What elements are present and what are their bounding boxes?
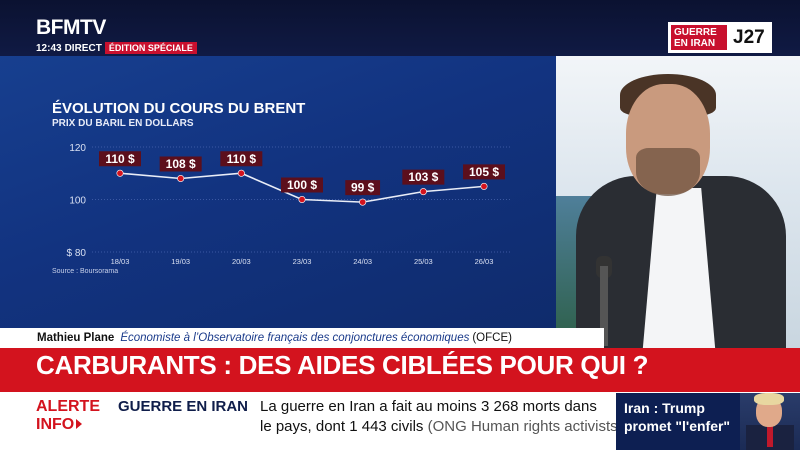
guest-name-strip: Mathieu Plane Économiste à l’Observatoir…: [0, 328, 604, 348]
alert-line2: INFO: [36, 416, 75, 433]
war-label-line2: EN IRAN: [674, 37, 716, 49]
photo-tie: [767, 425, 773, 447]
chart-title: ÉVOLUTION DU COURS DU BRENT: [52, 100, 306, 117]
guest-role: Économiste à l’Observatoire français des…: [120, 332, 470, 344]
chart-source: Source : Boursorama: [52, 268, 119, 275]
guest-org: (OFCE): [472, 332, 512, 344]
chart-subtitle: PRIX DU BARIL EN DOLLARS: [52, 118, 194, 129]
ticker-topic: GUERRE EN IRAN: [118, 398, 249, 415]
war-day-badge: GUERRE EN IRAN J27: [668, 22, 772, 53]
microphone-stand: [600, 266, 608, 346]
war-label: GUERRE EN IRAN: [671, 25, 727, 50]
next-story-text: Iran : Trump promet "l'enfer": [624, 399, 744, 435]
play-arrow-icon: [76, 419, 83, 429]
guest-video-feed: [556, 56, 800, 348]
chart-panel: [0, 56, 556, 328]
headline: CARBURANTS : DES AIDES CIBLÉES POUR QUI …: [36, 350, 649, 380]
alert-line1: ALERTE: [36, 398, 100, 415]
guest-beard: [636, 148, 700, 196]
edition-badge: ÉDITION SPÉCIALE: [104, 42, 197, 54]
guest-name: Mathieu Plane: [37, 332, 115, 344]
next-story-line2: promet "l'enfer": [624, 418, 731, 434]
photo-hair: [754, 393, 784, 405]
war-label-line1: GUERRE: [674, 26, 717, 38]
clock-time: 12:43: [36, 42, 62, 54]
channel-logo: BFMTV: [36, 16, 106, 39]
alert-line2-row: INFO: [36, 416, 100, 434]
ticker-text-line2-main: le pays, dont 1 443 civils: [260, 418, 424, 435]
war-day-counter: J27: [733, 26, 765, 48]
live-badge: DIRECT: [64, 42, 102, 54]
next-story-line1: Iran : Trump: [624, 400, 705, 416]
ticker-text-line1: La guerre en Iran a fait au moins 3 268 …: [260, 398, 597, 415]
headline-bar: [0, 348, 800, 392]
alert-info-badge: ALERTE INFO: [36, 398, 100, 434]
broadcast-status: 12:43 DIRECT ÉDITION SPÉCIALE: [36, 41, 197, 55]
next-story-photo: [740, 393, 800, 450]
